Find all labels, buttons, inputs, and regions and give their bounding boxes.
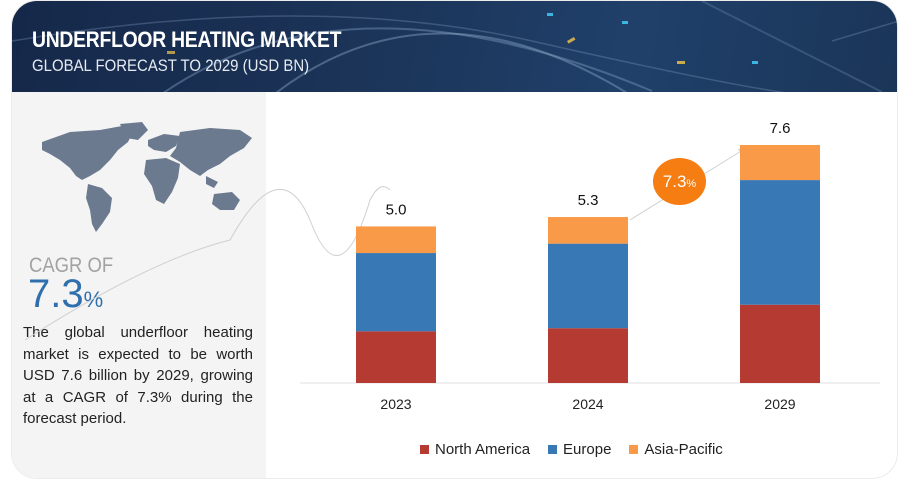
cagr-number: 7.3 xyxy=(28,272,84,316)
bar-segment-asia-pacific-2029 xyxy=(740,145,820,181)
total-label-2024: 5.3 xyxy=(578,192,599,209)
legend-label: Asia-Pacific xyxy=(644,441,723,458)
legend-swatch xyxy=(548,445,558,454)
legend-item-asia-pacific: Asia-Pacific xyxy=(629,441,723,458)
legend-label: Europe xyxy=(563,441,612,458)
cagr-value: 7.3% xyxy=(28,272,103,317)
bar-segment-asia-pacific-2023 xyxy=(356,226,436,254)
cagr-bubble: 7.3% xyxy=(653,158,706,205)
total-label-2029: 7.6 xyxy=(770,120,791,137)
market-description: The global underfloor heating market is … xyxy=(23,324,253,427)
summary-panel: CAGR OF 7.3% The global underfloor heati… xyxy=(12,92,266,478)
bar-segment-europe-2023 xyxy=(356,253,436,332)
x-tick-label-2024: 2024 xyxy=(572,396,603,412)
legend-label: North America xyxy=(435,441,531,458)
bar-segment-north-america-2023 xyxy=(356,331,436,383)
total-label-2023: 5.0 xyxy=(386,201,407,218)
decorative-curve xyxy=(24,186,391,341)
cagr-unit: % xyxy=(83,287,104,312)
legend-item-north-america: North America xyxy=(420,441,530,458)
legend-swatch xyxy=(629,445,639,454)
legend-swatch xyxy=(420,445,429,454)
bubble-value: 7.3 xyxy=(662,171,687,191)
x-tick-label-2029: 2029 xyxy=(764,396,795,412)
cagr-label: CAGR OF xyxy=(29,254,114,277)
chart-legend: North America Europe Asia-Pacific xyxy=(420,441,723,458)
banner-decoration xyxy=(12,1,897,92)
bar-segment-europe-2029 xyxy=(740,180,820,305)
page-subtitle: GLOBAL FORECAST TO 2029 (USD BN) xyxy=(32,56,310,75)
bar-segment-asia-pacific-2024 xyxy=(548,217,628,244)
bar-segment-europe-2024 xyxy=(548,243,628,329)
header-banner: UNDERFLOOR HEATING MARKET GLOBAL FORECAS… xyxy=(12,1,897,92)
world-map-icon xyxy=(42,122,252,232)
bubble-unit: % xyxy=(686,177,697,190)
legend-item-europe: Europe xyxy=(548,441,611,458)
bar-segment-north-america-2029 xyxy=(740,304,820,383)
x-tick-label-2023: 2023 xyxy=(380,396,411,412)
page-title: UNDERFLOOR HEATING MARKET xyxy=(32,27,342,52)
bar-segment-north-america-2024 xyxy=(548,328,628,383)
